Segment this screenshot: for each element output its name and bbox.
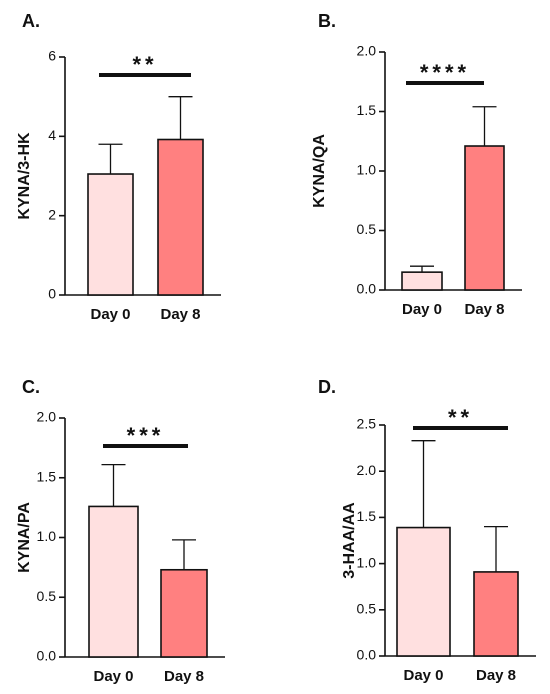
bar (87, 173, 134, 296)
panel-letter: B. (318, 11, 336, 31)
chart-panel-1: A. 0 2 4 6 KYNA/3-HK Day 0 Day 8 ** (16, 11, 221, 323)
y-axis-label: KYNA/3-HK (16, 132, 33, 220)
y-tick-label: 1.0 (357, 554, 377, 570)
y-tick-label: 2.0 (357, 43, 377, 59)
y-tick-label: 1.5 (357, 508, 377, 524)
category-label: Day 8 (476, 667, 516, 684)
panel-letter: A. (22, 11, 40, 31)
y-tick-label: 2.0 (357, 462, 377, 478)
chart-panel-2: B. 0.0 0.5 1.0 1.5 2.0 KYNA/QA Day 0 Day 8 **** (311, 11, 522, 318)
y-tick-label: 0.5 (357, 221, 377, 237)
y-tick-label: 0.5 (357, 601, 377, 617)
y-tick-label: 2.5 (357, 416, 377, 432)
y-tick-label: 1.0 (37, 528, 57, 544)
category-label: Day 8 (160, 306, 200, 323)
y-tick-label: 2.0 (37, 409, 57, 425)
bar (401, 271, 443, 291)
panel-letter: D. (318, 377, 336, 397)
category-label: Day 0 (93, 668, 133, 685)
bar (157, 138, 204, 296)
y-tick-label: 0.0 (357, 647, 377, 663)
y-axis-label: KYNA/PA (16, 502, 33, 573)
bar (473, 571, 519, 657)
significance-label: ** (132, 52, 157, 77)
y-tick-label: 0 (48, 286, 56, 302)
significance-label: ** (448, 405, 473, 430)
bar (160, 568, 208, 658)
chart-panel-3: C. 0.0 0.5 1.0 1.5 2.0 KYNA/PA Day 0 Day 8 *** (16, 377, 225, 685)
y-tick-label: 0.0 (357, 281, 377, 297)
y-tick-label: 4 (48, 127, 56, 143)
category-label: Day 8 (464, 301, 504, 318)
y-axis-label: 3-HAA/AA (341, 502, 358, 579)
category-label: Day 0 (402, 301, 442, 318)
y-tick-label: 1.5 (357, 102, 377, 118)
chart-panel-4: D. 0.0 0.5 1.0 1.5 2.0 2.5 3-HAA/AA Day 0 Day 8 ** (318, 377, 536, 684)
y-tick-label: 6 (48, 48, 56, 64)
y-tick-label: 0.0 (37, 648, 57, 664)
category-label: Day 0 (403, 667, 443, 684)
bar (464, 145, 505, 291)
y-tick-label: 1.5 (37, 468, 57, 484)
bar (88, 505, 139, 658)
bar (396, 526, 451, 657)
y-tick-label: 2 (48, 206, 56, 222)
category-label: Day 0 (90, 306, 130, 323)
significance-label: **** (420, 60, 470, 85)
significance-label: *** (127, 423, 165, 448)
panel-letter: C. (22, 377, 40, 397)
y-axis-label: KYNA/QA (311, 134, 328, 208)
y-tick-label: 1.0 (357, 162, 377, 178)
category-label: Day 8 (164, 668, 204, 685)
y-tick-label: 0.5 (37, 588, 57, 604)
